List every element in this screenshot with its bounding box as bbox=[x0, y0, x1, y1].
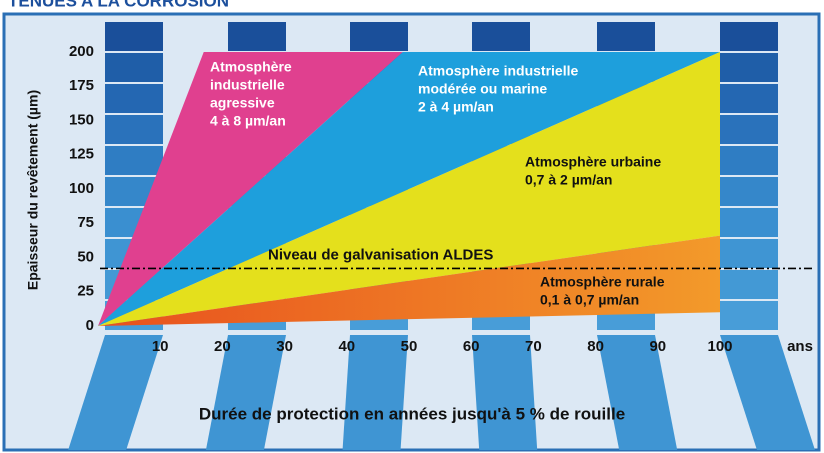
x-tick-label: 30 bbox=[276, 338, 293, 355]
stripe-band bbox=[720, 53, 778, 82]
x-tick-label: 20 bbox=[214, 338, 231, 355]
region bbox=[98, 235, 720, 326]
stripe-band bbox=[105, 115, 163, 144]
plot: Niveau de galvanisation ALDES Atmosphère i… bbox=[98, 52, 812, 326]
y-tick-label: 150 bbox=[69, 111, 94, 128]
stripe-band bbox=[720, 22, 778, 51]
x-tick-label: 100 bbox=[707, 338, 732, 355]
region bbox=[98, 52, 720, 326]
stripe-foot bbox=[472, 335, 538, 450]
region-label: Atmosphère bbox=[210, 59, 292, 75]
region-label: modérée ou marine bbox=[418, 81, 547, 97]
stripe-band bbox=[720, 84, 778, 113]
region-label: Atmosphère rurale bbox=[540, 274, 665, 290]
y-tick-label: 0 bbox=[86, 317, 94, 334]
stripe-band bbox=[105, 146, 163, 175]
region-label: Atmosphère urbaine bbox=[525, 154, 661, 170]
x-tick-label: 10 bbox=[152, 338, 169, 355]
stripe-foot bbox=[68, 335, 163, 450]
stripe-foot bbox=[342, 335, 408, 450]
stripe-band bbox=[350, 22, 408, 51]
y-tick-label: 100 bbox=[69, 180, 94, 197]
stripe-band bbox=[228, 22, 286, 51]
region-label: 0,1 à 0,7 µm/an bbox=[540, 292, 639, 308]
x-tick-label: 90 bbox=[649, 338, 666, 355]
x-tick-label: 70 bbox=[525, 338, 542, 355]
stripe-foot bbox=[597, 335, 678, 450]
chart-title: TENUES A LA CORROSION bbox=[8, 0, 229, 10]
stripe-band bbox=[720, 146, 778, 175]
x-tick-label: 40 bbox=[338, 338, 355, 355]
stripe-band bbox=[720, 239, 778, 268]
stripe-band bbox=[720, 208, 778, 237]
x-tick-label: 50 bbox=[401, 338, 418, 355]
region-label: industrielle bbox=[210, 77, 285, 93]
stripe-band bbox=[472, 22, 530, 51]
stripe-band bbox=[105, 22, 163, 51]
annotation: Niveau de galvanisation ALDES bbox=[268, 246, 493, 263]
stripe-band bbox=[720, 301, 778, 330]
x-axis-label: Durée de protection en années jusqu'à 5 … bbox=[199, 404, 625, 423]
stripe-band bbox=[720, 115, 778, 144]
stripe-band bbox=[597, 22, 655, 51]
stripe-band bbox=[720, 177, 778, 206]
stripe-band bbox=[105, 84, 163, 113]
region-label: agressive bbox=[210, 95, 275, 111]
y-tick-label: 25 bbox=[77, 283, 94, 300]
region-label: 0,7 à 2 µm/an bbox=[525, 172, 612, 188]
stripe-foot bbox=[720, 335, 815, 450]
region-label: 2 à 4 µm/an bbox=[418, 99, 494, 115]
stripe-band bbox=[720, 270, 778, 299]
y-tick-label: 200 bbox=[69, 43, 94, 60]
region-label: 4 à 8 µm/an bbox=[210, 113, 286, 129]
y-tick-label: 175 bbox=[69, 77, 94, 94]
region-label: Atmosphère industrielle bbox=[418, 63, 578, 79]
y-tick-label: 50 bbox=[77, 248, 94, 265]
x-tick-label: 60 bbox=[463, 338, 480, 355]
stripe-foot bbox=[205, 335, 286, 450]
x-tick-label: 80 bbox=[587, 338, 604, 355]
y-axis-label: Epaisseur du revêtement (µm) bbox=[25, 90, 41, 290]
stripe-band bbox=[105, 53, 163, 82]
y-tick-label: 75 bbox=[77, 214, 94, 231]
x-unit: ans bbox=[787, 338, 813, 355]
y-tick-label: 125 bbox=[69, 146, 94, 163]
